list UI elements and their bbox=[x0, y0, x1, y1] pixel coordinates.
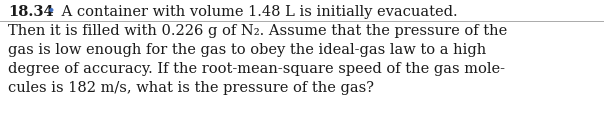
Text: 18.34: 18.34 bbox=[8, 5, 54, 19]
Text: degree of accuracy. If the root-mean-square speed of the gas mole-: degree of accuracy. If the root-mean-squ… bbox=[8, 62, 505, 76]
Text: gas is low enough for the gas to obey the ideal-gas law to a high: gas is low enough for the gas to obey th… bbox=[8, 43, 486, 57]
Text: A container with volume 1.48 L is initially evacuated.: A container with volume 1.48 L is initia… bbox=[57, 5, 458, 19]
Text: cules is 182 m/s, what is the pressure of the gas?: cules is 182 m/s, what is the pressure o… bbox=[8, 81, 374, 95]
Text: •: • bbox=[47, 5, 56, 19]
Text: Then it is filled with 0.226 g of N₂. Assume that the pressure of the: Then it is filled with 0.226 g of N₂. As… bbox=[8, 24, 507, 38]
